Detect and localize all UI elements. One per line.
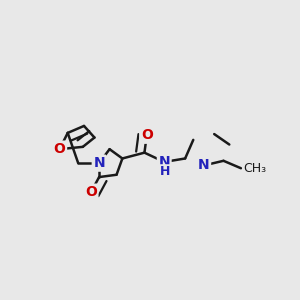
Text: O: O [85,185,97,199]
Text: N: N [93,156,105,170]
Text: N: N [198,158,209,172]
Text: O: O [141,128,153,142]
Text: N: N [158,155,170,169]
Text: H: H [160,165,170,178]
Text: O: O [54,142,65,156]
Text: CH₃: CH₃ [243,162,266,175]
